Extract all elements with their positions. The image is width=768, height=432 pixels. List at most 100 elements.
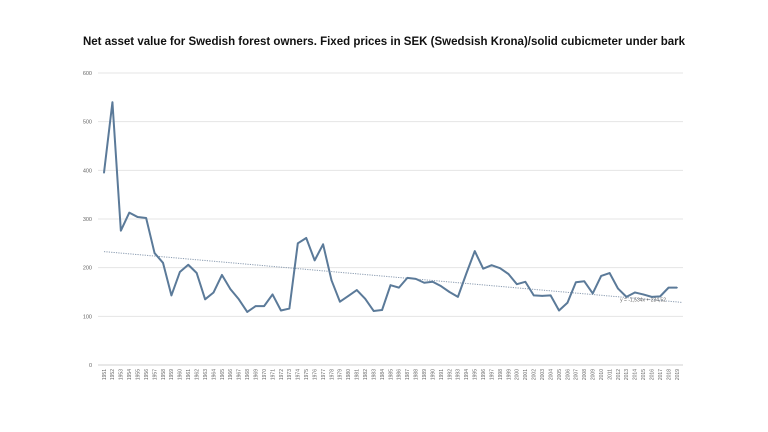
x-tick-label: 1960 [178, 369, 184, 380]
x-tick-label: 1999 [506, 369, 512, 380]
data-point [145, 217, 147, 219]
chart-title: Net asset value for Swedish forest owner… [82, 36, 685, 48]
series-line [103, 101, 677, 313]
x-tick-label: 1953 [119, 369, 125, 380]
data-point [465, 272, 468, 275]
x-tick-label: 1965 [220, 369, 226, 380]
data-point [372, 310, 375, 312]
x-tick-label: 2001 [523, 369, 529, 380]
data-point [120, 229, 122, 232]
data-point [499, 267, 501, 269]
data-point [423, 281, 426, 284]
y-tick-label: 400 [83, 168, 92, 174]
data-point [271, 293, 274, 296]
data-point [313, 259, 316, 262]
x-tick-label: 2013 [624, 369, 630, 380]
y-tick-label: 100 [83, 314, 92, 320]
data-point [642, 293, 645, 296]
data-point [448, 291, 451, 293]
x-tick-label: 2009 [591, 369, 597, 380]
data-point [482, 267, 484, 270]
x-tick-label: 2016 [650, 369, 656, 380]
data-point [322, 243, 324, 246]
data-point [575, 281, 577, 284]
data-point [457, 296, 459, 298]
x-tick-label: 1991 [439, 369, 445, 380]
data-point [583, 280, 586, 283]
x-tick-label: 1959 [169, 369, 175, 380]
data-point [667, 286, 670, 289]
x-tick-label: 1995 [473, 369, 479, 380]
x-tick-label: 2019 [675, 369, 681, 380]
data-point [128, 211, 131, 214]
data-point [103, 171, 105, 174]
data-point [339, 300, 341, 303]
data-point [364, 298, 367, 300]
x-tick-label: 1987 [405, 369, 411, 380]
data-point [549, 294, 552, 297]
data-point [187, 263, 190, 266]
trendline-equation: y = -1,534x + 234,52 [620, 297, 666, 303]
data-point [516, 283, 518, 286]
data-point [389, 284, 392, 286]
y-tick-label: 500 [83, 120, 92, 126]
x-tick-label: 2014 [633, 369, 639, 380]
x-tick-label: 1951 [102, 369, 108, 380]
x-tick-label: 1956 [144, 369, 150, 380]
data-point [440, 285, 442, 287]
data-point [473, 250, 476, 252]
x-tick-label: 1972 [279, 369, 285, 380]
x-tick-label: 1968 [245, 369, 251, 380]
x-tick-label: 1978 [329, 369, 335, 380]
data-point [162, 262, 164, 264]
x-tick-label: 1967 [237, 369, 243, 380]
x-tick-label: 1958 [161, 369, 167, 380]
x-tick-label: 1974 [296, 369, 302, 380]
x-tick-label: 1989 [422, 369, 428, 380]
x-tick-label: 2003 [540, 369, 546, 380]
data-point [414, 278, 417, 280]
x-tick-label: 1964 [211, 369, 217, 380]
data-point [246, 311, 249, 313]
x-tick-label: 1973 [287, 369, 293, 380]
data-point [221, 274, 223, 276]
x-tick-label: 1954 [127, 369, 133, 380]
x-tick-label: 1996 [481, 369, 487, 380]
x-tick-label: 1957 [152, 369, 158, 380]
data-point [608, 272, 611, 274]
data-point [507, 273, 510, 275]
data-point [212, 291, 215, 294]
data-point [195, 272, 198, 274]
x-tick-label: 1979 [338, 369, 344, 380]
data-point [676, 286, 678, 289]
data-point [238, 298, 240, 301]
data-point [179, 271, 181, 273]
data-point [490, 264, 493, 267]
data-point [355, 289, 358, 291]
data-point [532, 294, 535, 297]
x-tick-label: 1986 [397, 369, 403, 380]
y-tick-label: 200 [83, 266, 92, 272]
data-point [330, 279, 333, 282]
data-point [297, 242, 299, 245]
x-tick-label: 1970 [262, 369, 268, 380]
data-point [634, 291, 636, 294]
x-tick-label: 2011 [607, 369, 613, 380]
x-tick-label: 1952 [110, 369, 116, 380]
x-tick-label: 1990 [430, 369, 436, 380]
data-point [406, 277, 409, 279]
data-point [288, 307, 291, 310]
x-tick-label: 1984 [380, 369, 386, 380]
data-point [398, 286, 400, 289]
data-point [111, 101, 114, 103]
x-tick-label: 1983 [371, 369, 377, 380]
x-tick-label: 1975 [304, 369, 310, 380]
x-tick-label: 1977 [321, 369, 327, 380]
x-tick-label: 2002 [532, 369, 538, 380]
x-tick-label: 1961 [186, 369, 192, 380]
y-tick-label: 300 [83, 217, 92, 223]
data-point [347, 295, 350, 297]
x-tick-label: 2007 [574, 369, 580, 380]
x-tick-label: 1992 [447, 369, 453, 380]
